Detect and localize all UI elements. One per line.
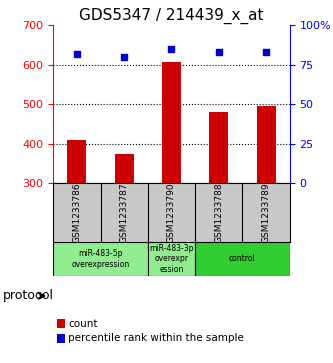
- Text: GSM1233787: GSM1233787: [120, 182, 129, 243]
- Bar: [257, 106, 275, 183]
- Text: miR-483-5p
overexpression: miR-483-5p overexpression: [72, 249, 130, 269]
- Point: [74, 51, 80, 57]
- Text: GSM1233789: GSM1233789: [261, 182, 271, 243]
- Title: GDS5347 / 214439_x_at: GDS5347 / 214439_x_at: [79, 8, 264, 24]
- FancyBboxPatch shape: [195, 242, 290, 276]
- Point: [122, 54, 127, 60]
- Bar: [115, 154, 134, 183]
- Bar: [209, 112, 228, 183]
- Point: [263, 49, 269, 55]
- Text: protocol: protocol: [3, 289, 54, 302]
- Point: [216, 49, 221, 55]
- Bar: [162, 62, 181, 183]
- Text: GSM1233788: GSM1233788: [214, 182, 223, 243]
- FancyBboxPatch shape: [53, 242, 148, 276]
- FancyBboxPatch shape: [148, 242, 195, 276]
- Text: miR-483-3p
overexpr
ession: miR-483-3p overexpr ession: [149, 244, 194, 274]
- Text: GSM1233790: GSM1233790: [167, 182, 176, 243]
- Point: [169, 46, 174, 52]
- Text: count: count: [68, 319, 98, 329]
- Text: GSM1233786: GSM1233786: [72, 182, 82, 243]
- Text: control: control: [229, 254, 256, 264]
- Text: percentile rank within the sample: percentile rank within the sample: [68, 333, 244, 343]
- Bar: [68, 140, 86, 183]
